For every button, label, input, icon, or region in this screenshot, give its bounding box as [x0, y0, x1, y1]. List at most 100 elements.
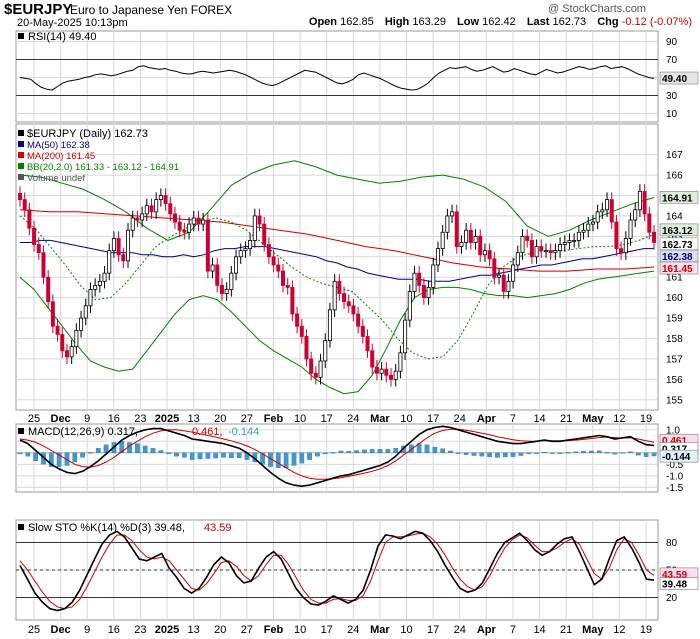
x-tick-label: 21 — [560, 624, 572, 636]
candle-body — [450, 211, 455, 217]
macd-histogram-bar — [354, 450, 359, 453]
y-tick-label: -0.5 — [666, 460, 684, 471]
candle-body — [313, 372, 318, 378]
macd-histogram-bar — [338, 450, 344, 453]
macd-histogram-bar — [213, 452, 219, 459]
bb-lower-line — [19, 270, 655, 395]
macd-histogram-bar — [88, 452, 93, 454]
candle-body — [93, 284, 98, 290]
price-badge-bg — [659, 191, 699, 204]
macd-histogram-bar — [80, 452, 85, 458]
x-tick-label: Feb — [264, 624, 284, 636]
x-tick-label: 23 — [134, 624, 146, 636]
candle-body — [548, 250, 553, 254]
macd-histogram-bar — [440, 448, 446, 453]
symbol-label: $EURJPY — [4, 1, 73, 18]
candle-body — [69, 346, 74, 358]
x-tick-label: 24 — [454, 624, 466, 636]
candle-body — [196, 217, 201, 225]
candle-body — [393, 370, 398, 380]
x-tick-label: 20 — [214, 413, 226, 425]
macd-histogram-bar — [534, 452, 539, 454]
y-tick-label: 70 — [666, 55, 678, 66]
open-label: Open — [308, 16, 338, 28]
candle-body — [647, 213, 652, 233]
x-tick-label: 12 — [613, 624, 625, 636]
y-tick-label: 161 — [666, 273, 683, 284]
macd-histogram-bar — [518, 452, 524, 456]
candle-body — [459, 242, 464, 247]
candle-body — [417, 272, 422, 286]
x-tick-label: 13 — [188, 624, 200, 636]
price-legend-entry: MA(50) 162.38 — [27, 140, 90, 151]
macd-histogram-bar — [409, 444, 414, 453]
candle-body — [111, 237, 116, 252]
candle-body — [102, 272, 107, 282]
macd-badge: -0.144 — [662, 452, 691, 463]
candle-body — [501, 274, 506, 292]
candle-body — [191, 217, 196, 225]
macd-histogram-bar — [330, 452, 336, 454]
macd-histogram-bar — [17, 452, 23, 455]
candle-body — [205, 219, 210, 272]
candle-body — [219, 284, 224, 294]
macd-histogram-bar — [385, 449, 391, 453]
macd-histogram-bar — [549, 452, 555, 454]
legend-swatch — [18, 174, 24, 180]
macd-badge-bg — [659, 449, 699, 463]
macd-histogram-bar — [369, 449, 375, 453]
candle-body — [529, 240, 534, 258]
candle-body — [74, 329, 79, 348]
macd-histogram-bar — [393, 448, 399, 453]
candle-body — [652, 231, 657, 243]
price-badge: 161.45 — [662, 264, 693, 275]
candle-body — [534, 246, 539, 258]
macd-histogram-bar — [565, 452, 571, 454]
price-badge: 164.91 — [662, 193, 693, 204]
candle-body — [482, 250, 487, 256]
macd-histogram-bar — [72, 452, 78, 463]
candle-body — [163, 195, 168, 205]
y-tick-label: 20 — [666, 593, 678, 604]
candle-body — [238, 250, 243, 258]
last-value: 162.73 — [552, 16, 587, 28]
macd-histogram-bar — [448, 450, 453, 453]
candle-body — [403, 319, 408, 354]
candle-body — [351, 305, 356, 315]
x-tick-label: 20 — [214, 624, 226, 636]
x-tick-label: 2025 — [155, 624, 179, 636]
x-tick-label: Feb — [264, 413, 284, 425]
candle-body — [637, 191, 642, 211]
candle-body — [567, 240, 572, 243]
y-tick-label: 30 — [666, 91, 678, 102]
macd-histogram-bar — [463, 452, 469, 455]
candle-body — [107, 250, 112, 274]
x-tick-label: 10 — [294, 413, 306, 425]
y-tick-label: 156 — [666, 375, 683, 386]
candle-body — [97, 280, 102, 286]
candle-body — [628, 219, 633, 239]
y-tick-label: 160 — [666, 293, 683, 304]
macd-histogram-bar — [643, 452, 649, 457]
x-tick-label: 12 — [613, 413, 625, 425]
candle-body — [229, 272, 234, 290]
candle-body — [309, 358, 314, 374]
candle-body — [581, 229, 586, 233]
price-badge-bg — [659, 261, 699, 275]
candle-body — [360, 325, 365, 337]
candle-body — [464, 229, 469, 243]
macd-histogram-bar — [33, 452, 39, 462]
x-tick-label: 24 — [347, 624, 359, 636]
candle-body — [64, 350, 69, 358]
candle-body — [558, 244, 563, 252]
candle-body — [299, 325, 304, 337]
macd-histogram-bar — [142, 445, 148, 453]
candle-body — [215, 264, 220, 286]
macd-histogram-bar — [542, 451, 547, 454]
candle-body — [595, 211, 600, 223]
candle-body — [497, 274, 502, 278]
price-legend-entry: BB(20,2.0) 161.33 - 163.12 - 164.91 — [27, 162, 179, 173]
candle-body — [633, 209, 638, 221]
x-tick-label: 24 — [347, 413, 359, 425]
candle-body — [83, 305, 88, 319]
